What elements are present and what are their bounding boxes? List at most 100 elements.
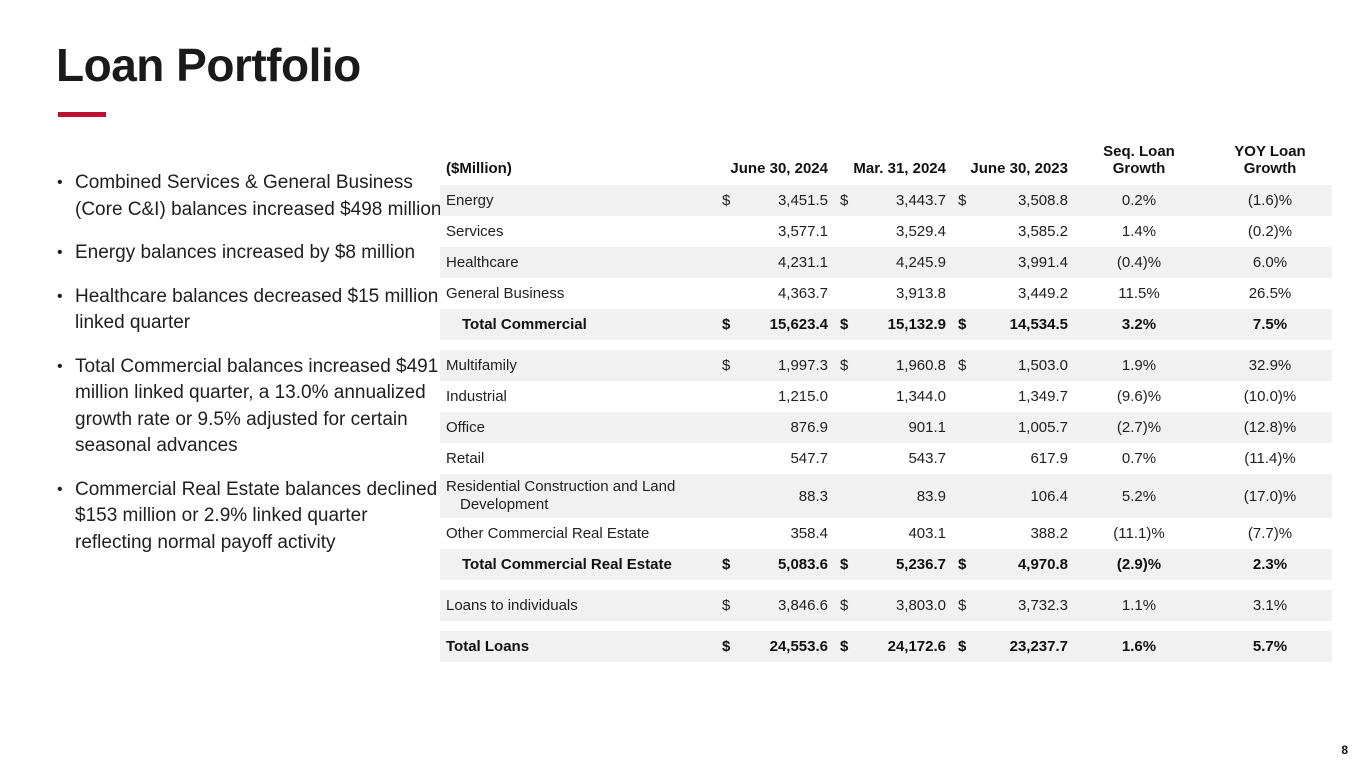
cell-dollar-sign: $ [958, 357, 967, 374]
cell-june-30-2024: 547.7 [790, 450, 828, 467]
cell-june-30-2023: 617.9 [1030, 450, 1068, 467]
col-header-yoy-loan-growth: YOY Loan Growth [1234, 143, 1306, 177]
col-header-seq-loan-growth: Seq. Loan Growth [1103, 143, 1175, 177]
cell-seq-growth: 1.4% [1121, 223, 1157, 240]
table-row: Other Commercial Real Estate 358.4 403.1 38… [440, 518, 1332, 549]
cell-june-30-2024: 4,363.7 [777, 285, 828, 302]
table-body: Energy $3,451.5 $3,443.7 $3,508.8 0.2% (1.6)%… [440, 185, 1332, 662]
table-row: Total Commercial Real Estate $5,083.6 $5,2… [440, 549, 1332, 580]
cell-june-30-2024: 15,623.4 [769, 316, 828, 333]
cell-june-30-2023: 1,005.7 [1017, 419, 1068, 436]
cell-june-30-2023: 3,991.4 [1017, 254, 1068, 271]
page-title: Loan Portfolio [56, 39, 361, 91]
cell-row-label: Services [446, 222, 504, 240]
section-gap [440, 580, 1332, 590]
cell-mar-31-2024: 3,529.4 [895, 223, 946, 240]
cell-june-30-2024: 88.3 [798, 487, 828, 505]
cell-june-30-2023: 3,449.2 [1017, 285, 1068, 302]
cell-june-30-2023: 3,508.8 [1017, 192, 1068, 209]
cell-dollar-sign: $ [840, 192, 849, 209]
cell-june-30-2024: 1,215.0 [777, 388, 828, 405]
bullet-item: Combined Services & General Business (Co… [55, 170, 447, 223]
section-gap [440, 340, 1332, 350]
col-header-mar-31-2024: Mar. 31, 2024 [853, 160, 946, 177]
bullet-item: Energy balances increased by $8 million [55, 240, 447, 267]
cell-dollar-sign: $ [958, 638, 967, 655]
cell-mar-31-2024: 24,172.6 [887, 638, 946, 655]
cell-yoy-growth: 26.5% [1248, 285, 1292, 302]
cell-dollar-sign: $ [840, 556, 849, 573]
table-row: General Business 4,363.7 3,913.8 3,449.2 11.… [440, 278, 1332, 309]
cell-row-label: Total Commercial Real Estate [462, 555, 672, 573]
table-row: Healthcare 4,231.1 4,245.9 3,991.4 (0.4)% 6.0… [440, 247, 1332, 278]
cell-june-30-2024: 1,997.3 [777, 357, 828, 374]
cell-row-label: Loans to individuals [446, 596, 578, 614]
cell-seq-growth: 11.5% [1118, 285, 1160, 302]
cell-row-label: Other Commercial Real Estate [446, 524, 650, 542]
cell-row-label: Total Commercial [462, 315, 587, 333]
col-header-june-30-2024: June 30, 2024 [730, 160, 828, 177]
table-row: Total Commercial $15,623.4 $15,132.9 $14,53… [440, 309, 1332, 340]
cell-yoy-growth: (0.2)% [1247, 223, 1293, 240]
cell-dollar-sign: $ [722, 556, 731, 573]
cell-yoy-growth: (12.8)% [1243, 419, 1297, 436]
cell-yoy-growth: (11.4)% [1244, 450, 1296, 467]
cell-dollar-sign: $ [958, 192, 967, 209]
table-row: Energy $3,451.5 $3,443.7 $3,508.8 0.2% (1.6)% [440, 185, 1332, 216]
cell-yoy-growth: (7.7)% [1247, 525, 1293, 542]
cell-mar-31-2024: 3,913.8 [895, 285, 946, 302]
cell-row-label: General Business [446, 284, 565, 302]
cell-dollar-sign: $ [840, 638, 849, 655]
cell-row-label: Office [446, 418, 485, 436]
cell-seq-growth: (2.9)% [1116, 556, 1162, 573]
cell-mar-31-2024: 5,236.7 [895, 556, 946, 573]
cell-june-30-2024: 3,846.6 [777, 597, 828, 614]
cell-june-30-2024: 5,083.6 [777, 556, 828, 573]
cell-mar-31-2024: 1,960.8 [895, 357, 946, 374]
cell-june-30-2024: 24,553.6 [769, 638, 828, 655]
cell-mar-31-2024: 403.1 [908, 525, 946, 542]
table-row: Multifamily $1,997.3 $1,960.8 $1,503.0 1.9% 3… [440, 350, 1332, 381]
cell-june-30-2023: 1,349.7 [1017, 388, 1068, 405]
cell-row-label: Industrial [446, 387, 507, 405]
cell-seq-growth: 1.6% [1121, 638, 1157, 655]
cell-dollar-sign: $ [722, 638, 731, 655]
cell-row-label: Residential Construction and Land Develo… [446, 478, 676, 513]
cell-dollar-sign: $ [722, 192, 731, 209]
cell-yoy-growth: (17.0)% [1243, 487, 1297, 505]
cell-seq-growth: 0.7% [1121, 450, 1157, 467]
bullet-item: Total Commercial balances increased $491… [55, 354, 447, 460]
cell-mar-31-2024: 3,803.0 [895, 597, 946, 614]
cell-june-30-2023: 3,585.2 [1017, 223, 1068, 240]
cell-june-30-2024: 4,231.1 [777, 254, 828, 271]
cell-yoy-growth: 2.3% [1252, 556, 1288, 573]
cell-seq-growth: (11.1)% [1113, 525, 1165, 542]
cell-seq-growth: (2.7)% [1116, 419, 1162, 436]
cell-yoy-growth: 5.7% [1252, 638, 1288, 655]
cell-june-30-2024: 876.9 [790, 419, 828, 436]
cell-row-label: Total Loans [446, 637, 530, 655]
cell-dollar-sign: $ [958, 556, 967, 573]
cell-june-30-2024: 3,451.5 [777, 192, 828, 209]
cell-june-30-2023: 3,732.3 [1017, 597, 1068, 614]
cell-june-30-2023: 388.2 [1030, 525, 1068, 542]
cell-mar-31-2024: 543.7 [908, 450, 946, 467]
cell-june-30-2023: 4,970.8 [1017, 556, 1068, 573]
cell-dollar-sign: $ [840, 597, 849, 614]
cell-mar-31-2024: 83.9 [916, 487, 946, 505]
cell-row-label: Energy [446, 191, 494, 209]
table-row: Industrial 1,215.0 1,344.0 1,349.7 (9.6)% (10… [440, 381, 1332, 412]
cell-row-label: Retail [446, 449, 485, 467]
table-row: Office 876.9 901.1 1,005.7 (2.7)% (12.8)% [440, 412, 1332, 443]
col-header-june-30-2023: June 30, 2023 [970, 160, 1068, 177]
cell-seq-growth: 1.1% [1121, 597, 1157, 614]
cell-yoy-growth: 32.9% [1248, 357, 1292, 374]
cell-dollar-sign: $ [722, 597, 731, 614]
cell-dollar-sign: $ [722, 316, 731, 333]
cell-dollar-sign: $ [840, 316, 849, 333]
cell-dollar-sign: $ [958, 316, 967, 333]
cell-mar-31-2024: 4,245.9 [895, 254, 946, 271]
table-header-row: ($Million) June 30, 2024 Mar. 31, 2024 J… [440, 143, 1332, 185]
cell-seq-growth: (9.6)% [1116, 388, 1162, 405]
